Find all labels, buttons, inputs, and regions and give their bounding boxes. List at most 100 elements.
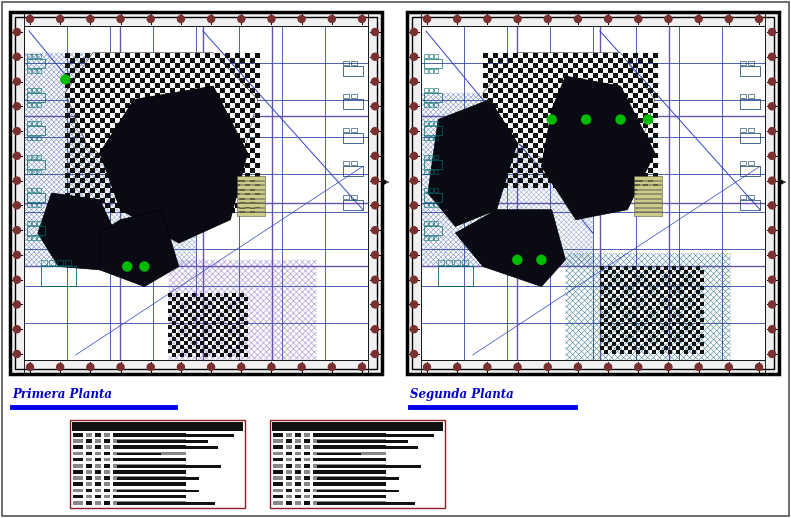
Bar bbox=[37, 188, 41, 192]
Bar bbox=[195, 163, 200, 168]
Bar bbox=[593, 83, 598, 88]
Bar bbox=[104, 495, 110, 498]
Bar bbox=[120, 168, 125, 172]
Bar bbox=[104, 482, 110, 486]
Bar bbox=[273, 476, 283, 480]
Bar bbox=[200, 333, 205, 337]
Bar bbox=[700, 270, 704, 275]
Bar bbox=[508, 148, 513, 153]
Bar bbox=[100, 78, 105, 83]
Bar bbox=[628, 57, 633, 63]
Bar bbox=[105, 183, 110, 188]
Bar bbox=[184, 349, 188, 353]
Bar bbox=[573, 133, 578, 138]
Bar bbox=[578, 118, 583, 123]
Bar bbox=[225, 113, 230, 118]
Bar bbox=[533, 53, 538, 57]
Bar bbox=[313, 452, 385, 455]
Bar bbox=[75, 183, 80, 188]
Bar bbox=[155, 143, 161, 148]
Bar bbox=[638, 138, 643, 143]
Bar bbox=[180, 148, 185, 153]
Circle shape bbox=[13, 351, 21, 357]
Bar bbox=[493, 113, 498, 118]
Bar bbox=[120, 108, 125, 113]
Bar bbox=[688, 282, 692, 286]
Bar bbox=[583, 123, 588, 128]
Bar bbox=[146, 183, 150, 188]
Bar bbox=[668, 351, 672, 354]
Bar bbox=[113, 482, 186, 486]
Bar bbox=[140, 157, 146, 163]
Bar bbox=[680, 323, 684, 326]
Bar bbox=[120, 148, 125, 153]
Bar bbox=[518, 57, 523, 63]
Bar bbox=[210, 68, 215, 73]
Bar bbox=[200, 138, 206, 143]
Bar bbox=[628, 148, 633, 153]
Bar bbox=[95, 103, 100, 108]
Bar bbox=[652, 279, 656, 282]
Bar bbox=[206, 143, 210, 148]
Bar bbox=[316, 490, 399, 492]
Circle shape bbox=[177, 364, 184, 370]
Bar bbox=[80, 128, 85, 133]
Bar bbox=[27, 221, 31, 225]
Bar bbox=[636, 351, 640, 354]
Bar bbox=[676, 319, 680, 323]
Circle shape bbox=[574, 364, 581, 370]
Bar bbox=[104, 445, 110, 449]
Bar bbox=[493, 73, 498, 78]
Bar bbox=[100, 118, 105, 123]
Bar bbox=[57, 261, 63, 266]
Bar bbox=[245, 93, 250, 98]
Bar bbox=[653, 172, 658, 178]
Bar bbox=[286, 464, 292, 468]
Bar bbox=[117, 477, 199, 480]
Bar bbox=[638, 128, 643, 133]
Polygon shape bbox=[483, 53, 655, 186]
Bar bbox=[513, 133, 518, 138]
Bar bbox=[424, 203, 428, 207]
Bar bbox=[523, 83, 528, 88]
Bar bbox=[548, 118, 553, 123]
Bar bbox=[660, 303, 664, 307]
Bar bbox=[553, 153, 558, 157]
Bar bbox=[41, 266, 76, 286]
Bar bbox=[72, 422, 243, 431]
Bar bbox=[70, 198, 75, 203]
Bar bbox=[32, 136, 36, 140]
Bar bbox=[205, 337, 209, 341]
Bar bbox=[620, 303, 624, 307]
Circle shape bbox=[328, 16, 335, 22]
Bar bbox=[180, 118, 185, 123]
Bar bbox=[27, 60, 45, 68]
Circle shape bbox=[411, 301, 418, 308]
Bar bbox=[161, 57, 165, 63]
Bar bbox=[608, 98, 613, 103]
Bar bbox=[244, 329, 248, 333]
Bar bbox=[508, 178, 513, 183]
Bar bbox=[75, 123, 80, 128]
Bar bbox=[245, 103, 250, 108]
Bar bbox=[255, 73, 260, 78]
Bar bbox=[424, 154, 428, 159]
Bar bbox=[200, 301, 205, 305]
Bar bbox=[593, 163, 598, 168]
Bar bbox=[316, 483, 371, 486]
Bar bbox=[161, 157, 165, 163]
Circle shape bbox=[57, 16, 64, 22]
Bar bbox=[634, 208, 662, 211]
Bar bbox=[613, 123, 618, 128]
Bar bbox=[628, 108, 633, 113]
Bar bbox=[66, 172, 70, 178]
Bar bbox=[131, 168, 135, 172]
Bar bbox=[634, 203, 662, 207]
Bar bbox=[518, 168, 523, 172]
Bar bbox=[424, 126, 442, 135]
Bar bbox=[553, 172, 558, 178]
Bar bbox=[125, 143, 131, 148]
Bar bbox=[113, 464, 186, 468]
Circle shape bbox=[13, 301, 21, 308]
Bar bbox=[498, 57, 503, 63]
